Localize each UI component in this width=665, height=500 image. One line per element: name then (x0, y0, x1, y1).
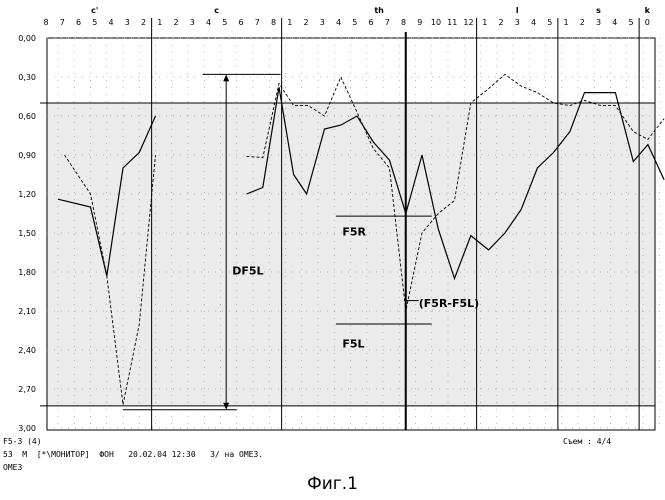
x-tick-label: 4 (336, 18, 341, 27)
x-tick-label: 3 (190, 18, 195, 27)
x-tick-label: 6 (368, 18, 373, 27)
x-tick-label: 1 (287, 18, 292, 27)
x-tick-label: 2 (498, 18, 503, 27)
y-tick-label: 1,20 (18, 190, 36, 199)
x-tick-label: 4 (531, 18, 536, 27)
region-label: c' (91, 6, 98, 15)
y-tick-label: 0,90 (18, 151, 36, 160)
y-tick-label: 2,10 (18, 307, 36, 316)
x-tick-label: 7 (255, 18, 260, 27)
y-tick-label: 0,60 (18, 112, 36, 121)
shaded-band (47, 103, 655, 406)
region-label: k (645, 6, 651, 15)
x-tick-label: 12 (463, 18, 473, 27)
x-tick-label: 2 (303, 18, 308, 27)
x-tick-label: 2 (173, 18, 178, 27)
x-tick-label: 3 (125, 18, 130, 27)
x-tick-label: 8 (43, 18, 48, 27)
figure-caption: Фиг.1 (0, 474, 665, 494)
x-tick-label: 4 (108, 18, 113, 27)
y-tick-label: 3,00 (18, 424, 36, 433)
y-tick-label: 0,00 (18, 34, 36, 43)
x-tick-label: 5 (547, 18, 552, 27)
x-tick-label: 1 (563, 18, 568, 27)
record-id: F5-3 (4) (3, 437, 42, 446)
x-tick-label: 9 (417, 18, 422, 27)
df5l-arrowhead-top (223, 74, 229, 81)
x-tick-label: 8 (401, 18, 406, 27)
x-tick-label: 5 (628, 18, 633, 27)
f5r-label: F5R (342, 226, 366, 239)
x-tick-label: 1 (157, 18, 162, 27)
session-counter: Съем : 4/4 (563, 437, 611, 446)
x-tick-label: 0 (645, 18, 650, 27)
chart: 0,00 0,30 0,60 0,90 1,20 1,50 1,80 2,10 2,40 2,70… (0, 0, 665, 470)
x-tick-label: 5 (222, 18, 227, 27)
region-label: l (516, 6, 519, 15)
x-tick-label: 4 (206, 18, 211, 27)
x-tick-label: 5 (352, 18, 357, 27)
x-tick-label: 11 (447, 18, 457, 27)
y-tick-label: 1,50 (18, 229, 36, 238)
x-tick-label: 1 (482, 18, 487, 27)
record-note: ОМЕЗ (3, 463, 22, 472)
record-details: 53 М [*\МОНИТОР] ФОН 20.02.04 12:30 3/ н… (3, 450, 263, 459)
x-tick-label: 6 (76, 18, 81, 27)
region-label: c (214, 6, 219, 15)
x-tick-label: 6 (238, 18, 243, 27)
x-tick-label: 3 (320, 18, 325, 27)
x-tick-label: 2 (141, 18, 146, 27)
df5l-label: DF5L (232, 265, 263, 278)
y-tick-label: 0,30 (18, 73, 36, 82)
x-tick-label: 10 (431, 18, 441, 27)
region-label: s (596, 6, 601, 15)
x-tick-label: 7 (385, 18, 390, 27)
f5l-label: F5L (342, 337, 364, 350)
y-tick-label: 2,70 (18, 385, 36, 394)
x-tick-label: 3 (515, 18, 520, 27)
x-tick-label: 5 (92, 18, 97, 27)
y-tick-label: 2,40 (18, 346, 36, 355)
x-tick-label: 3 (596, 18, 601, 27)
diff-label: (F5R-F5L) (419, 297, 479, 310)
x-tick-label: 8 (271, 18, 276, 27)
x-tick-label: 2 (580, 18, 585, 27)
x-tick-label: 7 (60, 18, 65, 27)
region-label: th (374, 6, 384, 15)
x-tick-label: 4 (612, 18, 617, 27)
y-tick-label: 1,80 (18, 268, 36, 277)
